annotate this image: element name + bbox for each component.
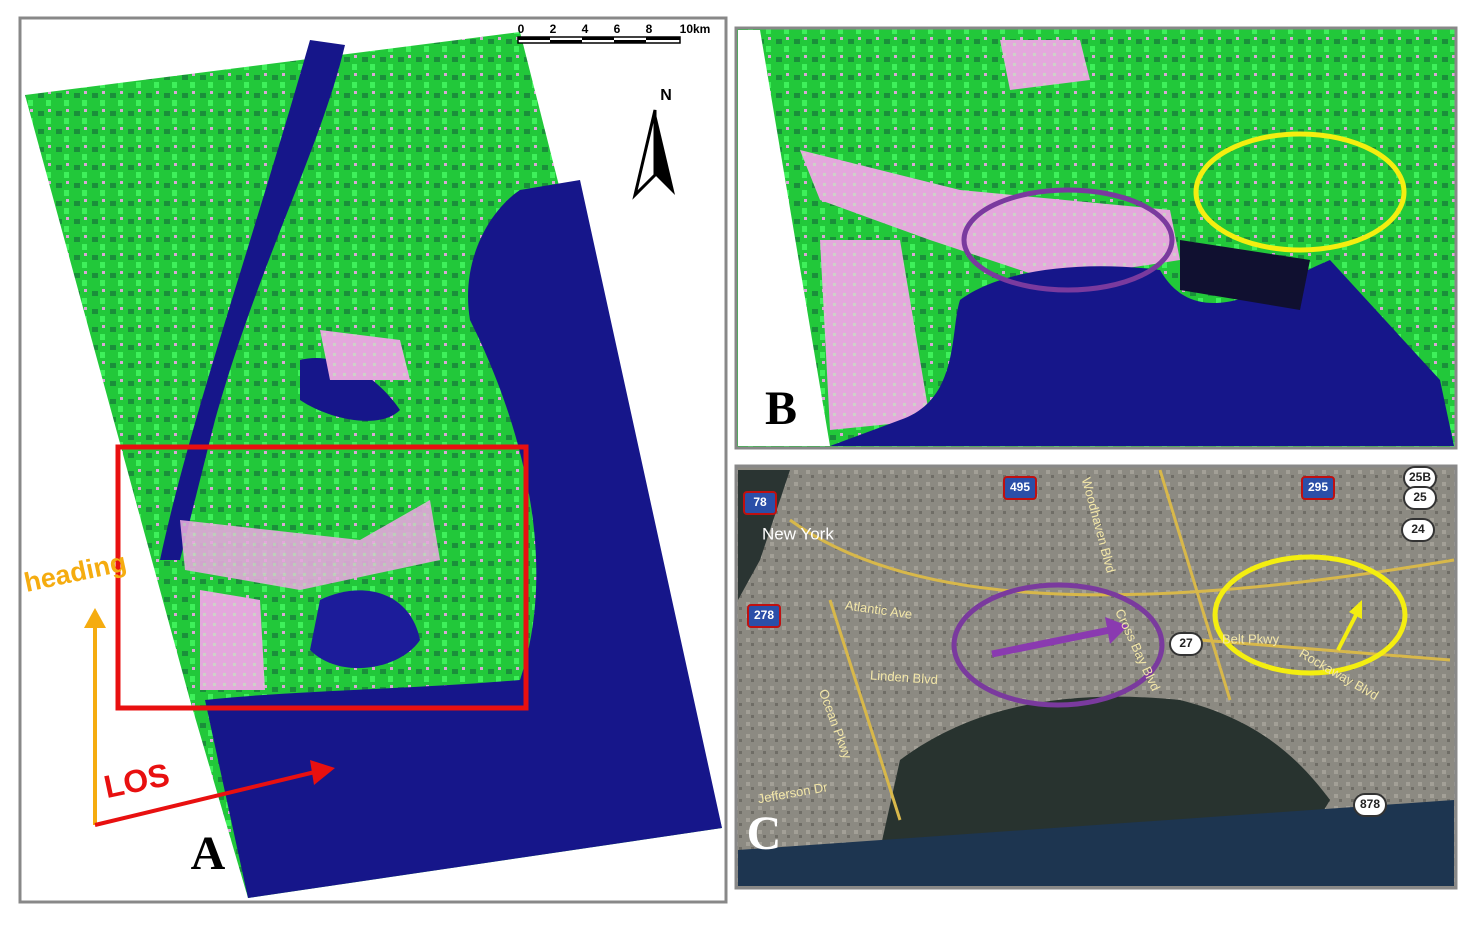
route-shield: [747, 604, 781, 628]
panel-label: B: [765, 382, 797, 435]
los-arrow: [310, 760, 335, 785]
panel-label: A: [191, 827, 226, 880]
heading-arrow: [84, 608, 106, 628]
route-shield: [1003, 476, 1037, 500]
route-shield: [1401, 518, 1435, 542]
urban: [820, 240, 930, 430]
scale-label: 10km: [680, 22, 711, 36]
roads: [789, 469, 1455, 821]
urban: [1000, 40, 1090, 90]
motion-arrow: [1349, 600, 1362, 619]
scale-label: 4: [582, 22, 589, 36]
route-number: 27: [1179, 636, 1193, 650]
route-number: 295: [1308, 480, 1328, 494]
route-number: 878: [1360, 797, 1380, 811]
los-arrow: [94, 770, 316, 827]
route-shield: [1301, 476, 1335, 500]
place-label: Linden Blvd: [870, 667, 939, 687]
route-number: 25: [1413, 490, 1427, 504]
route-shield: [1403, 486, 1437, 510]
highlight-ellipse: [1193, 131, 1407, 253]
urban: [320, 330, 410, 380]
route-number: 78: [753, 495, 767, 509]
highlight-ellipse: [1212, 554, 1408, 676]
urban: [800, 150, 1180, 280]
panel-b: B: [734, 26, 1458, 450]
water: [205, 180, 722, 898]
zoom-box: [115, 444, 529, 711]
scale-label: 6: [614, 22, 621, 36]
route-shield: [743, 491, 777, 515]
motion-arrow: [1105, 617, 1128, 644]
scale-label: 0: [518, 22, 525, 36]
bay: [880, 696, 1330, 850]
motion-arrow: [1336, 614, 1358, 651]
route-number: 495: [1010, 480, 1030, 494]
panel-label: C: [747, 807, 782, 860]
airport: [1180, 240, 1310, 310]
river: [160, 40, 345, 560]
north-arrow: [655, 110, 675, 195]
image-edge: [738, 30, 830, 446]
place-label: New York: [762, 524, 834, 543]
urban: [200, 590, 265, 690]
route-shield: [1169, 632, 1203, 656]
route-shield: [1353, 793, 1387, 817]
route-number: 24: [1411, 522, 1425, 536]
highlight-ellipse: [961, 187, 1175, 293]
label-box: [758, 385, 804, 437]
bay: [310, 590, 420, 669]
scale-bar: [517, 36, 681, 44]
north-label: N: [660, 87, 672, 104]
place-label: Belt Pkwy: [1222, 631, 1280, 646]
scale-label: 8: [646, 22, 653, 36]
motion-arrow: [991, 626, 1111, 658]
panel-a: 0 2 4 6 8 10km N heading LOS A: [18, 16, 728, 904]
route-number: 278: [754, 608, 774, 622]
highlight-ellipse: [951, 582, 1165, 708]
scale-label: 2: [550, 22, 557, 36]
ocean: [738, 800, 1454, 886]
bay: [300, 358, 400, 421]
route-number: 25B: [1409, 470, 1431, 484]
urban: [180, 500, 440, 590]
